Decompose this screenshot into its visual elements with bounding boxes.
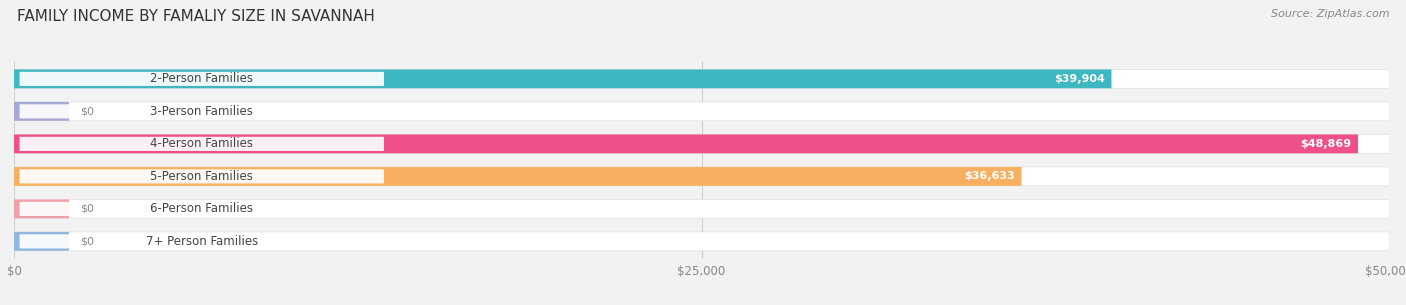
FancyBboxPatch shape bbox=[20, 137, 384, 151]
FancyBboxPatch shape bbox=[14, 199, 69, 218]
FancyBboxPatch shape bbox=[14, 199, 1389, 218]
FancyBboxPatch shape bbox=[20, 72, 384, 86]
FancyBboxPatch shape bbox=[14, 232, 69, 251]
Text: 6-Person Families: 6-Person Families bbox=[150, 203, 253, 215]
FancyBboxPatch shape bbox=[14, 102, 69, 121]
Text: 5-Person Families: 5-Person Families bbox=[150, 170, 253, 183]
FancyBboxPatch shape bbox=[14, 102, 1389, 121]
FancyBboxPatch shape bbox=[14, 70, 1112, 88]
FancyBboxPatch shape bbox=[14, 70, 1389, 88]
FancyBboxPatch shape bbox=[20, 104, 384, 118]
Text: $36,633: $36,633 bbox=[965, 171, 1015, 181]
FancyBboxPatch shape bbox=[14, 232, 1389, 251]
Text: 2-Person Families: 2-Person Families bbox=[150, 72, 253, 85]
Text: $0: $0 bbox=[80, 236, 94, 246]
FancyBboxPatch shape bbox=[14, 167, 1022, 186]
Text: 3-Person Families: 3-Person Families bbox=[150, 105, 253, 118]
FancyBboxPatch shape bbox=[20, 234, 384, 249]
Text: $39,904: $39,904 bbox=[1053, 74, 1105, 84]
FancyBboxPatch shape bbox=[14, 135, 1358, 153]
Text: Source: ZipAtlas.com: Source: ZipAtlas.com bbox=[1271, 9, 1389, 19]
FancyBboxPatch shape bbox=[14, 135, 1389, 153]
Text: FAMILY INCOME BY FAMALIY SIZE IN SAVANNAH: FAMILY INCOME BY FAMALIY SIZE IN SAVANNA… bbox=[17, 9, 375, 24]
FancyBboxPatch shape bbox=[20, 202, 384, 216]
Text: 4-Person Families: 4-Person Families bbox=[150, 137, 253, 150]
Text: $0: $0 bbox=[80, 204, 94, 214]
Text: $0: $0 bbox=[80, 106, 94, 117]
Text: $48,869: $48,869 bbox=[1301, 139, 1351, 149]
FancyBboxPatch shape bbox=[20, 169, 384, 183]
Text: 7+ Person Families: 7+ Person Families bbox=[146, 235, 257, 248]
FancyBboxPatch shape bbox=[14, 167, 1389, 186]
